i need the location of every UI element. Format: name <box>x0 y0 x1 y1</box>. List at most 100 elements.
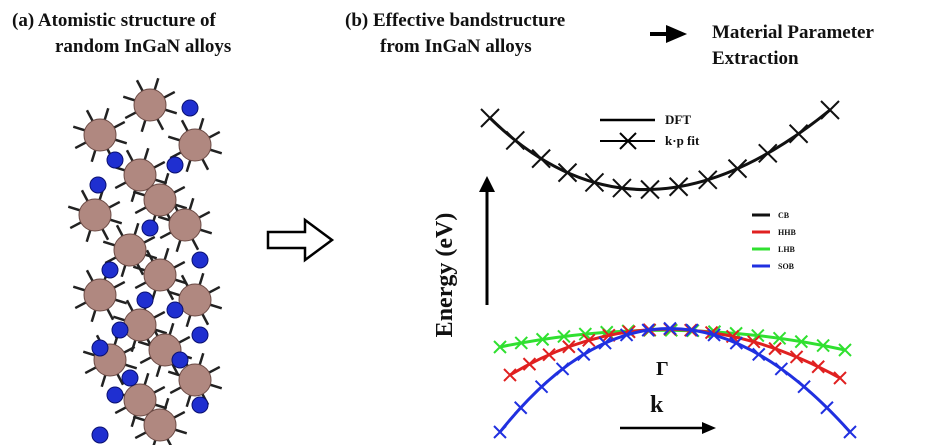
atom-large <box>168 208 202 242</box>
atom-small <box>106 386 124 404</box>
atom-large <box>143 258 177 292</box>
fit-marker <box>838 343 852 357</box>
atom-large <box>123 308 157 342</box>
band-legend-label: LHB <box>778 245 796 254</box>
band-legend: CB HHB LHB SOB <box>752 211 796 271</box>
atom-small <box>166 301 184 319</box>
atom-small <box>101 261 119 279</box>
energy-axis-label: Energy (eV) <box>432 213 458 338</box>
panel-b-title: (b) Effective bandstructure <box>345 10 565 31</box>
fit-marker <box>685 323 699 337</box>
fit-marker <box>641 323 655 337</box>
fit-marker <box>816 338 830 353</box>
fit-marker <box>542 347 556 362</box>
fit-marker <box>578 327 593 341</box>
legend-label: DFT <box>665 112 691 127</box>
fit-marker <box>768 341 782 356</box>
fit-marker <box>562 340 576 354</box>
fit-marker <box>789 350 804 364</box>
hollow-arrow <box>266 217 335 263</box>
fit-marker <box>577 347 591 362</box>
atom-large <box>113 233 147 267</box>
fit-marker <box>668 177 689 197</box>
atom-small <box>181 99 199 117</box>
fit-marker <box>480 108 500 128</box>
fit-marker <box>797 380 811 394</box>
legend-label: k·p fit <box>665 133 700 148</box>
atom-large <box>178 283 212 317</box>
atom-large <box>133 88 167 122</box>
atomistic-structure <box>67 77 223 445</box>
atom-large <box>83 278 117 312</box>
fit-marker <box>640 179 660 200</box>
fit-marker <box>727 158 748 179</box>
fit-marker <box>752 347 766 362</box>
fit-marker <box>493 425 507 439</box>
fit-marker <box>584 172 605 193</box>
fit-marker <box>707 328 721 342</box>
fit-marker <box>534 380 549 394</box>
fit-marker <box>794 334 809 349</box>
fit-marker <box>503 368 517 382</box>
atom-small <box>91 339 109 357</box>
atom-small <box>106 151 124 169</box>
band-curve <box>498 327 852 434</box>
fit-marker <box>811 360 825 374</box>
legend-marker <box>619 132 637 150</box>
panel-a-title: random InGaN alloys <box>55 36 231 57</box>
fit-marker <box>555 362 570 376</box>
atom-small <box>171 351 189 369</box>
fit-marker <box>522 357 537 371</box>
atom-small <box>191 396 209 414</box>
atom-large <box>78 198 112 232</box>
atom-small <box>121 369 139 387</box>
fit-marker <box>612 178 632 198</box>
atom-large <box>143 183 177 217</box>
fit-marker <box>582 333 596 348</box>
atom-small <box>89 176 107 194</box>
atom-small <box>141 219 159 237</box>
atom-small <box>91 426 109 444</box>
atom-small <box>166 156 184 174</box>
fit-marker <box>833 371 847 385</box>
atom-large <box>178 128 212 162</box>
panel-c-title: Extraction <box>712 48 799 69</box>
atom-small <box>136 291 154 309</box>
fit-marker <box>843 425 857 439</box>
atom-large <box>123 383 157 417</box>
flow-arrow <box>650 24 688 44</box>
fit-marker <box>557 329 571 344</box>
k-arrow-head <box>702 422 716 434</box>
atom-large <box>178 363 212 397</box>
fit-marker <box>788 124 809 144</box>
fit-marker <box>772 331 787 346</box>
panel-a-title: (a) Atomistic structure of <box>12 10 217 31</box>
fit-marker <box>698 170 718 190</box>
fit-marker <box>598 336 612 350</box>
fit-marker <box>747 335 761 349</box>
band-legend-label: SOB <box>778 262 795 271</box>
fit-marker <box>493 340 507 354</box>
fit-marker <box>557 162 578 183</box>
fit-marker <box>531 148 551 169</box>
atom-large <box>143 408 177 442</box>
fit-marker <box>751 328 765 343</box>
atom-small <box>111 321 129 339</box>
fit-marker <box>820 100 840 120</box>
band-curve <box>488 108 831 192</box>
fit-marker <box>505 130 525 151</box>
atom-large <box>123 158 157 192</box>
atom-small <box>191 326 209 344</box>
band-curves <box>480 100 857 439</box>
fit-marker <box>758 143 778 163</box>
fit-marker <box>514 336 528 350</box>
fit-marker <box>619 328 634 342</box>
band-legend-label: HHB <box>778 228 796 237</box>
fit-marker <box>820 401 834 415</box>
atom-small <box>191 251 209 269</box>
fit-marker <box>774 362 789 376</box>
panel-c-title: Material Parameter <box>712 22 874 43</box>
fit-marker <box>513 401 528 415</box>
fit-marker <box>663 321 677 336</box>
